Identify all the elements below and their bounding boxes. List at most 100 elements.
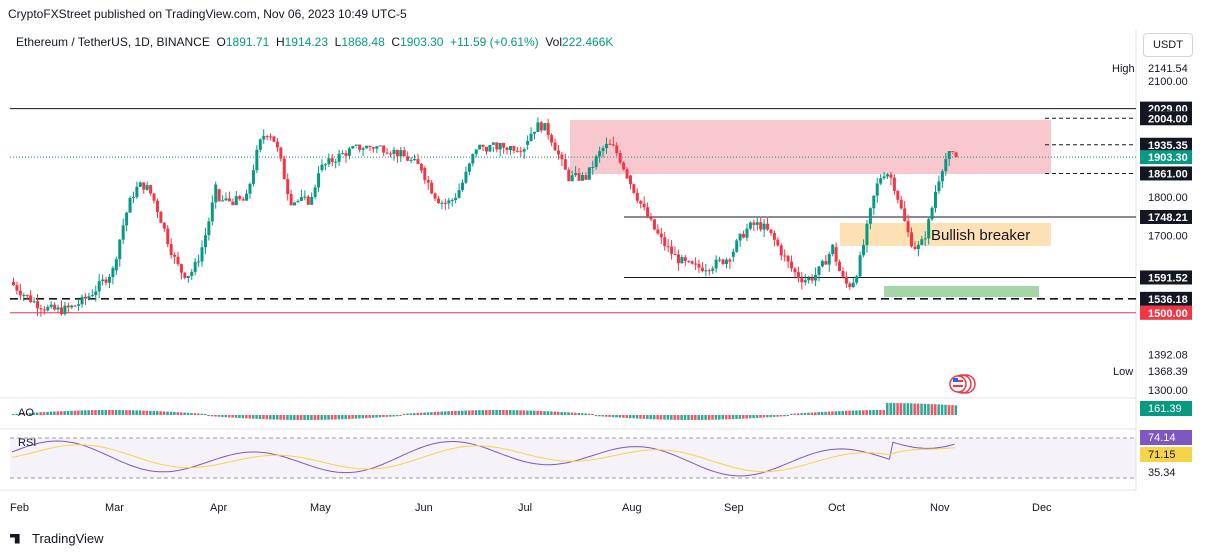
ao-bar-120: [423, 412, 426, 415]
ao-bar-3: [22, 413, 25, 415]
ao-bar-156: [546, 411, 550, 415]
candle-body-129: [454, 197, 458, 200]
ao-bar-231: [803, 412, 807, 415]
ao-bar-122: [430, 412, 433, 415]
candle-body-135: [474, 149, 478, 154]
ao-bar-208: [724, 415, 728, 420]
ao-bar-99: [351, 415, 354, 419]
high-axis-label: High: [1112, 63, 1135, 75]
ao-bar-221: [769, 415, 772, 418]
ao-bar-225: [783, 415, 786, 417]
published-line: CryptoFXStreet published on TradingView.…: [8, 7, 407, 21]
candle-body-118: [416, 159, 420, 164]
ao-bar-249: [865, 410, 868, 415]
ao-bar-196: [683, 415, 687, 420]
candle-body-204: [711, 268, 715, 271]
ao-bar-23: [90, 410, 94, 415]
candle-body-185: [646, 207, 650, 218]
ao-bar-68: [245, 415, 248, 419]
ao-bar-174: [608, 415, 611, 417]
candle-body-9: [42, 309, 46, 311]
candle-body-134: [471, 153, 475, 164]
candle-body-90: [320, 164, 324, 170]
candle-body-114: [402, 150, 406, 157]
candle-body-112: [395, 149, 399, 157]
ao-bar-236: [820, 411, 824, 415]
candle-body-131: [461, 182, 465, 191]
price-axis[interactable]: 2029.002004.001935.351903.301861.001748.…: [1140, 76, 1192, 397]
candle-body-263: [913, 246, 917, 250]
ao-bar-173: [604, 415, 608, 417]
candle-body-194: [676, 254, 680, 264]
ao-bar-245: [851, 410, 855, 415]
candle-body-51: [186, 275, 190, 279]
candle-body-226: [786, 255, 790, 262]
ao-bar-98: [347, 415, 351, 419]
candle-body-218: [759, 222, 763, 230]
candle-body-245: [851, 282, 855, 288]
ao-bar-12: [53, 411, 56, 415]
ao-bar-1: [15, 413, 18, 415]
candle-body-256: [889, 174, 893, 178]
us-flag-icon[interactable]: [949, 374, 976, 394]
candle-body-273: [947, 151, 951, 160]
supply-zone[interactable]: [570, 120, 1051, 174]
ao-bar-95: [337, 415, 341, 420]
candle-body-13: [56, 307, 60, 310]
high-value: 1914.23: [284, 35, 328, 49]
ao-bar-150: [526, 410, 529, 415]
ao-bar-75: [269, 415, 272, 420]
candle-body-84: [299, 197, 303, 201]
candle-body-176: [615, 145, 619, 154]
candle-body-175: [611, 144, 615, 146]
candle-body-159: [556, 150, 560, 155]
ao-bar-181: [632, 415, 635, 419]
level-badge-6: [1140, 270, 1192, 285]
symbol-name[interactable]: Ethereum / TetherUS, 1D, BINANCE: [16, 35, 210, 49]
ao-bar-40: [149, 410, 152, 415]
ao-bar-121: [426, 412, 430, 415]
ao-bar-92: [327, 415, 330, 420]
volume-value: 222.466K: [562, 35, 614, 49]
candle-body-113: [399, 150, 403, 157]
ao-bar-151: [529, 410, 533, 415]
time-tick-jun: Jun: [415, 502, 433, 514]
ao-bar-56: [203, 413, 207, 415]
ao-bar-77: [275, 415, 279, 420]
candle-body-12: [53, 304, 57, 310]
candle-body-202: [704, 270, 708, 272]
ao-bar-140: [491, 410, 495, 415]
support-zone[interactable]: [884, 286, 1039, 297]
bullish-breaker-label: Bullish breaker: [931, 227, 1030, 244]
ao-bar-267: [927, 403, 930, 415]
ao-bar-126: [443, 411, 447, 415]
currency-button[interactable]: USDT: [1143, 33, 1193, 57]
rsi-value: 74.14: [1148, 432, 1176, 444]
ao-bar-179: [625, 415, 629, 418]
candle-body-199: [694, 263, 698, 265]
ao-bar-176: [615, 415, 618, 418]
time-axis[interactable]: Feb Mar Apr May Jun Jul Aug Sep Oct Nov Dec: [10, 502, 1052, 514]
candle-body-31: [118, 239, 122, 260]
candle-body-2: [18, 290, 22, 296]
candle-body-248: [862, 245, 866, 256]
ao-bar-167: [584, 413, 587, 415]
ao-bar-81: [289, 415, 293, 420]
candle-body-200: [697, 263, 701, 268]
candle-body-15: [63, 305, 67, 314]
candle-body-68: [245, 193, 249, 201]
bullish-breaker-zone[interactable]: [840, 223, 1051, 246]
candle-body-97: [344, 153, 348, 156]
ao-bar-189: [659, 415, 663, 420]
candle-body-3: [22, 294, 26, 296]
ao-value: 161.39: [1148, 403, 1182, 415]
candle-body-20: [80, 296, 84, 305]
candle-body-214: [745, 228, 749, 238]
candle-body-105: [371, 147, 375, 149]
ao-bar-131: [461, 410, 464, 415]
candle-body-54: [197, 261, 201, 263]
candle-body-108: [382, 145, 386, 153]
candle-body-8: [39, 308, 43, 310]
ao-bar-53: [193, 413, 197, 415]
